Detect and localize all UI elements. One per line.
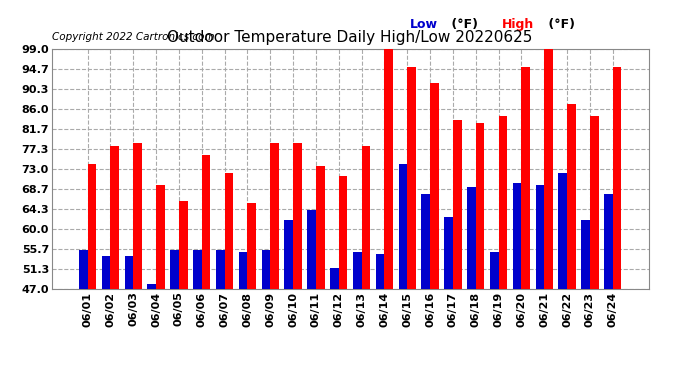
Bar bbox=[79, 249, 88, 375]
Bar bbox=[430, 83, 439, 375]
Bar bbox=[499, 116, 507, 375]
Bar bbox=[170, 249, 179, 375]
Bar bbox=[193, 249, 201, 375]
Bar bbox=[148, 284, 156, 375]
Text: (°F): (°F) bbox=[544, 18, 575, 30]
Bar bbox=[535, 185, 544, 375]
Bar bbox=[239, 252, 248, 375]
Bar bbox=[362, 146, 371, 375]
Bar bbox=[467, 187, 476, 375]
Bar bbox=[224, 173, 233, 375]
Bar bbox=[101, 256, 110, 375]
Bar bbox=[179, 201, 188, 375]
Bar bbox=[307, 210, 316, 375]
Bar bbox=[284, 219, 293, 375]
Bar bbox=[248, 203, 256, 375]
Bar bbox=[422, 194, 430, 375]
Bar bbox=[110, 146, 119, 375]
Bar bbox=[522, 67, 530, 375]
Text: (°F): (°F) bbox=[447, 18, 478, 30]
Bar bbox=[444, 217, 453, 375]
Bar bbox=[613, 67, 622, 375]
Bar bbox=[88, 164, 96, 375]
Bar bbox=[476, 123, 484, 375]
Bar bbox=[384, 49, 393, 375]
Bar bbox=[567, 104, 575, 375]
Bar bbox=[201, 155, 210, 375]
Bar bbox=[353, 252, 362, 375]
Bar bbox=[490, 252, 499, 375]
Text: Low: Low bbox=[410, 18, 438, 30]
Bar bbox=[270, 143, 279, 375]
Bar bbox=[544, 49, 553, 375]
Bar bbox=[590, 116, 599, 375]
Bar bbox=[293, 143, 302, 375]
Bar bbox=[376, 254, 384, 375]
Text: High: High bbox=[502, 18, 535, 30]
Title: Outdoor Temperature Daily High/Low 20220625: Outdoor Temperature Daily High/Low 20220… bbox=[168, 30, 533, 45]
Text: Copyright 2022 Cartronics.com: Copyright 2022 Cartronics.com bbox=[52, 32, 215, 42]
Bar bbox=[399, 164, 407, 375]
Bar bbox=[330, 268, 339, 375]
Bar bbox=[216, 249, 224, 375]
Bar bbox=[133, 143, 142, 375]
Bar bbox=[156, 185, 165, 375]
Bar bbox=[316, 166, 324, 375]
Bar bbox=[453, 120, 462, 375]
Bar bbox=[604, 194, 613, 375]
Bar bbox=[581, 219, 590, 375]
Bar bbox=[513, 183, 522, 375]
Bar bbox=[262, 249, 270, 375]
Bar bbox=[558, 173, 567, 375]
Bar bbox=[125, 256, 133, 375]
Bar bbox=[339, 176, 348, 375]
Bar bbox=[407, 67, 416, 375]
